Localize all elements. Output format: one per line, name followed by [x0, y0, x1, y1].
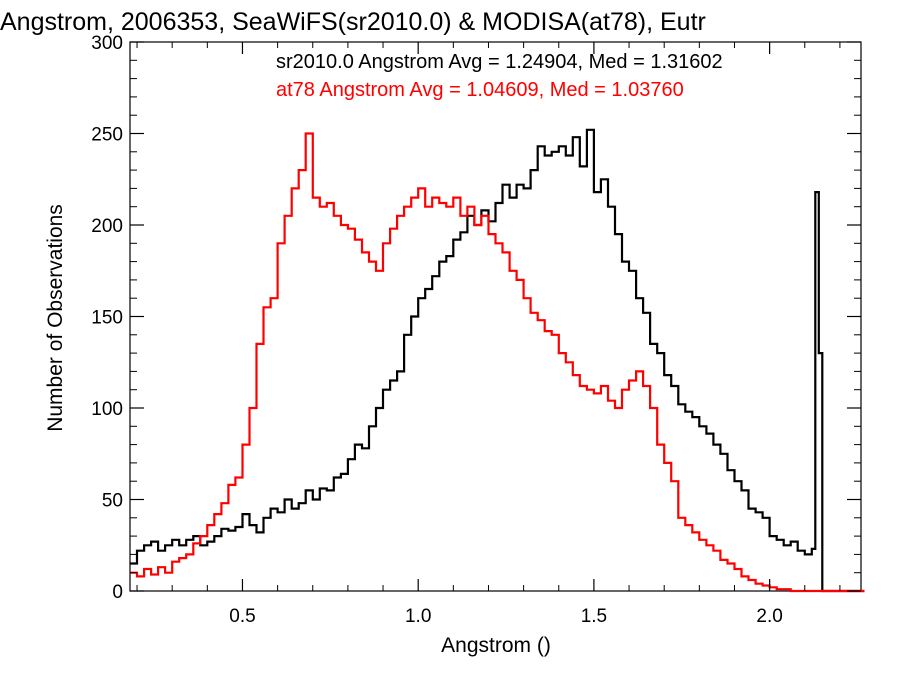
- x-tick-label: 2.0: [756, 606, 782, 627]
- y-tick-label: 300: [91, 33, 123, 54]
- series-line-red: [130, 132, 865, 593]
- legend-entry-black: sr2010.0 Angstrom Avg = 1.24904, Med = 1…: [276, 51, 723, 73]
- x-tick-label: 1.0: [405, 606, 431, 627]
- y-tick-label: 50: [102, 491, 123, 512]
- series-layer: [130, 128, 865, 593]
- x-axis-label: Angstrom (): [441, 634, 551, 657]
- series-line-black: [130, 128, 865, 593]
- x-tick-label: 0.5: [229, 606, 255, 627]
- legend-entry-red: at78 Angstrom Avg = 1.04609, Med = 1.037…: [276, 79, 684, 101]
- y-tick-label: 0: [112, 582, 123, 603]
- y-tick-label: 150: [91, 308, 123, 329]
- chart-title: Angstrom, 2006353, SeaWiFS(sr2010.0) & M…: [0, 8, 706, 36]
- ticks-layer: 0.5 1.0 1.5 2.0 0 50 100 150 200 250 300: [91, 33, 861, 627]
- y-axis-label: Number of Observations: [44, 204, 67, 432]
- y-tick-label: 200: [91, 216, 123, 237]
- y-tick-label: 100: [91, 399, 123, 420]
- y-tick-label: 250: [91, 125, 123, 146]
- x-tick-label: 1.5: [581, 606, 607, 627]
